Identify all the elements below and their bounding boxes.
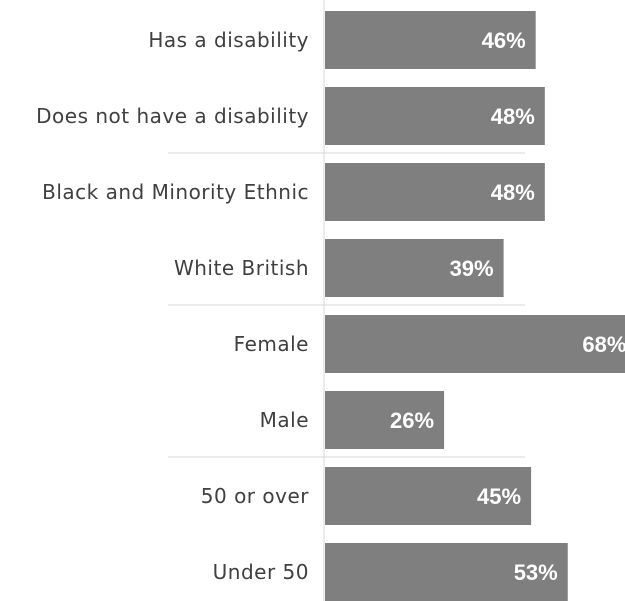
value-label-does-not-have-a-disability: 48%	[491, 104, 535, 129]
bar-female	[325, 315, 625, 373]
value-labels: 46% 48% 48% 39% 68% 26% 45% 53%	[390, 28, 625, 585]
bar-white-british	[325, 239, 504, 297]
value-label-male: 26%	[390, 408, 434, 433]
category-label-black-and-minority-ethnic: Black and Minority Ethnic	[42, 180, 309, 204]
category-label-female: Female	[234, 332, 309, 356]
value-label-black-and-minority-ethnic: 48%	[491, 180, 535, 205]
category-label-male: Male	[260, 408, 309, 432]
category-labels: Has a disability Does not have a disabili…	[36, 28, 309, 584]
category-label-under-50: Under 50	[213, 560, 309, 584]
bar-black-and-minority-ethnic	[325, 163, 545, 221]
bar-has-a-disability	[325, 11, 536, 69]
value-label-female: 68%	[582, 332, 625, 357]
value-label-50-or-over: 45%	[477, 484, 521, 509]
category-label-50-or-over: 50 or over	[201, 484, 310, 508]
category-label-does-not-have-a-disability: Does not have a disability	[36, 104, 309, 128]
group-dividers	[168, 152, 525, 458]
value-label-has-a-disability: 46%	[482, 28, 526, 53]
category-label-white-british: White British	[174, 256, 309, 280]
bar-male	[325, 391, 445, 449]
bar-50-or-over	[325, 467, 532, 525]
bar-under-50	[325, 543, 568, 601]
value-label-white-british: 39%	[450, 256, 494, 281]
value-label-under-50: 53%	[514, 560, 558, 585]
bar-does-not-have-a-disability	[325, 87, 545, 145]
category-label-has-a-disability: Has a disability	[148, 28, 309, 52]
bars	[325, 11, 625, 601]
